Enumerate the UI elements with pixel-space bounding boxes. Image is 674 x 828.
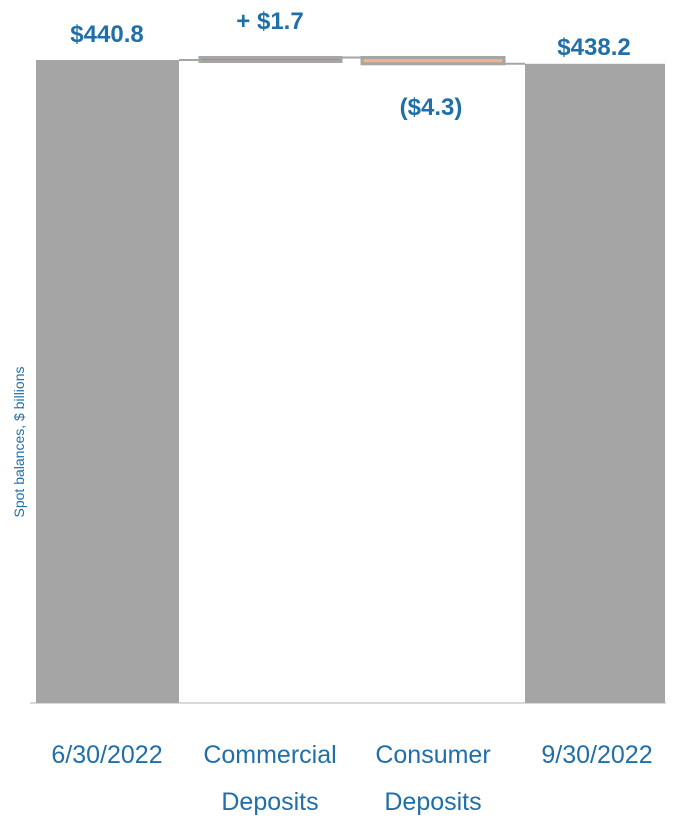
category-label: Deposits — [384, 788, 481, 816]
category-label: Consumer — [375, 741, 490, 769]
category-label: 6/30/2022 — [51, 741, 162, 769]
data-label: $440.8 — [70, 21, 143, 48]
category-label: Deposits — [221, 788, 318, 816]
data-label: + $1.7 — [236, 8, 303, 35]
bar-total — [525, 63, 665, 703]
data-label: ($4.3) — [400, 94, 463, 121]
category-label: Commercial — [203, 741, 336, 769]
bar-decrease — [360, 56, 506, 66]
y-axis-label: Spot balances, $ billions — [11, 367, 27, 518]
bar-total — [36, 60, 179, 703]
category-label: 9/30/2022 — [541, 741, 652, 769]
data-label: $438.2 — [557, 34, 630, 61]
bar-increase — [198, 56, 343, 64]
